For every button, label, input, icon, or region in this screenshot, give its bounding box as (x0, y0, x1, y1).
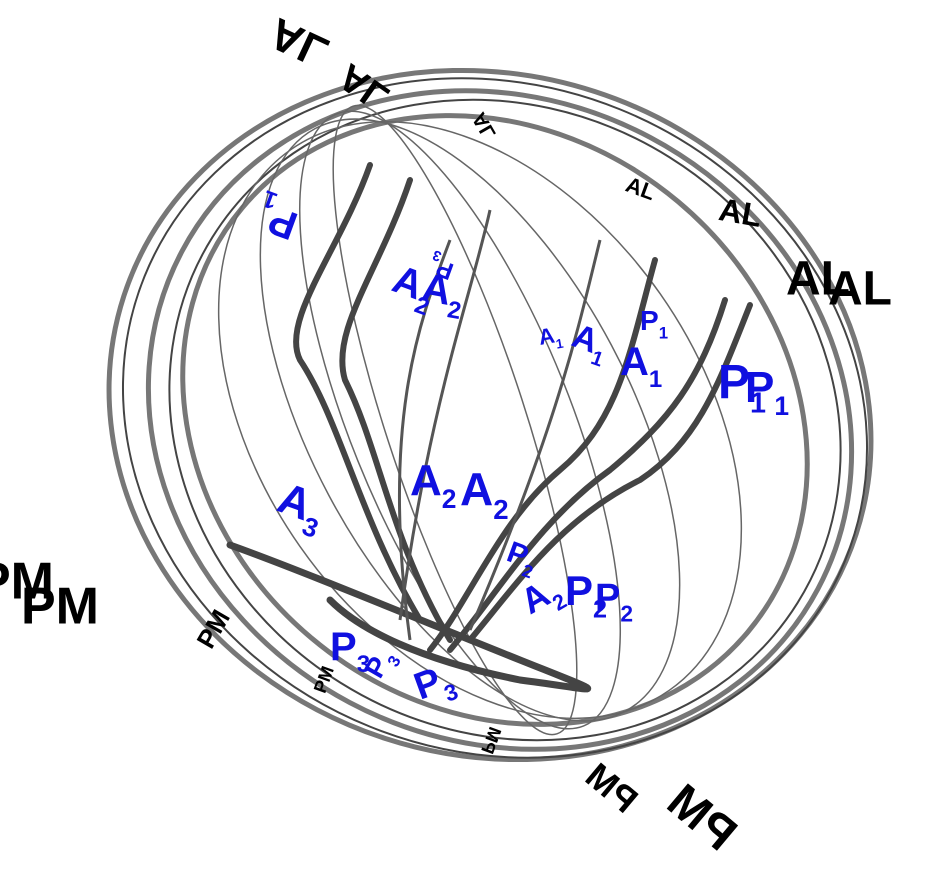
segment-label: P1 (640, 305, 668, 342)
segment-index: 1 (555, 336, 565, 352)
segment-letter: A (620, 340, 649, 384)
leaflets (230, 165, 750, 689)
valve-rendering: ALALALALALALALPMPMPMPMPMPMPMP1P1A1A1P1A1… (0, 0, 936, 871)
segment-label: A2 (460, 463, 509, 525)
segment-label: A1 (565, 317, 614, 372)
segment-letter: P (595, 577, 620, 619)
annulus-ring (111, 23, 850, 816)
segment-index: 1 (649, 366, 662, 393)
side-label: PM (578, 755, 646, 821)
side-label: AL (716, 191, 764, 234)
segment-label: A1 (620, 340, 662, 393)
side-label: AL (331, 55, 397, 118)
segment-label: A1 (537, 321, 565, 354)
segment-letter: P (330, 625, 357, 669)
segment-label: P1 (250, 184, 306, 248)
side-label: AL (623, 172, 659, 206)
segment-letter: P (745, 363, 774, 412)
side-label: PM (21, 578, 99, 636)
labels: ALALALALALALALPMPMPMPMPMPMPMP1P1A1A1P1A1… (0, 8, 892, 861)
side-label: AL (468, 108, 500, 142)
side-label: AL (262, 8, 336, 77)
side-label: AL (828, 263, 892, 316)
segment-index: 2 (620, 600, 633, 626)
segment-label: P2 (595, 577, 633, 626)
segment-index: 2 (442, 484, 457, 514)
segment-index: 1 (659, 323, 668, 342)
segment-index: 3 (441, 678, 462, 707)
side-label: PM (657, 774, 746, 861)
segment-letter: A (410, 456, 442, 505)
side-label: PM (477, 724, 505, 756)
segment-letter: P (640, 305, 659, 336)
segment-letter: A (460, 463, 493, 515)
segment-index: 2 (493, 494, 508, 525)
segment-index: 1 (774, 391, 789, 421)
